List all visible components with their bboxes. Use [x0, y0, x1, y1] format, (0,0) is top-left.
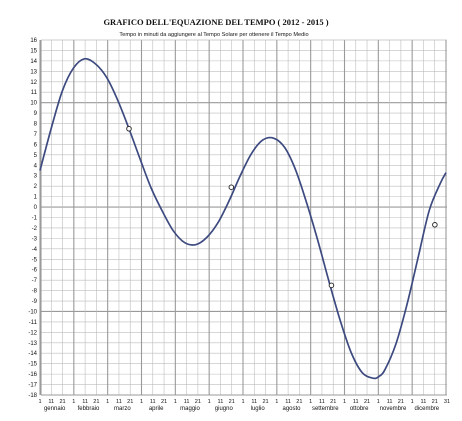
x-day-tick-label: 21 — [93, 399, 99, 405]
x-day-tick-label: 1 — [208, 399, 211, 405]
x-day-tick-label: 1 — [343, 399, 346, 405]
y-tick-label: 10 — [30, 101, 37, 107]
y-tick-label: 15 — [30, 48, 37, 54]
x-day-tick-label: 21 — [330, 399, 336, 405]
x-day-tick-label: 21 — [296, 399, 302, 405]
y-tick-label: -17 — [28, 383, 37, 389]
x-day-tick-label: 1 — [275, 399, 278, 405]
x-day-tick-label: 1 — [72, 399, 75, 405]
x-month-label: luglio — [251, 406, 266, 412]
x-month-label: gennaio — [44, 406, 66, 412]
x-day-tick-label: 11 — [387, 399, 393, 405]
x-day-tick-label: 11 — [48, 399, 54, 405]
y-tick-label: -10 — [28, 309, 37, 315]
x-day-tick-label: 1 — [38, 399, 41, 405]
y-tick-label: 16 — [30, 38, 37, 44]
x-month-label: febbraio — [78, 406, 100, 412]
y-tick-label: 2 — [34, 184, 38, 190]
y-tick-label: -1 — [32, 216, 38, 222]
y-tick-label: -16 — [28, 372, 37, 378]
y-tick-label: -12 — [28, 330, 37, 336]
x-day-tick-label: 1 — [106, 399, 109, 405]
y-tick-label: -2 — [32, 226, 38, 232]
x-month-label: dicembre — [414, 406, 439, 412]
x-day-tick-label: 11 — [116, 399, 122, 405]
y-tick-label: -15 — [28, 362, 37, 368]
y-tick-label: 1 — [34, 195, 38, 201]
y-tick-label: -14 — [28, 351, 37, 357]
x-month-label: novembre — [380, 406, 407, 412]
markers-group — [126, 125, 438, 289]
x-month-label: marzo — [114, 406, 131, 412]
x-month-label: maggio — [180, 406, 200, 412]
x-day-tick-label: 11 — [319, 399, 325, 405]
y-tick-label: -13 — [28, 341, 37, 347]
x-day-tick-label: 1 — [140, 399, 143, 405]
y-tick-label: 7 — [34, 132, 38, 138]
x-day-tick-label: 21 — [262, 399, 268, 405]
x-day-tick-label: 11 — [421, 399, 427, 405]
y-tick-label: -11 — [29, 320, 38, 326]
data-point-marker — [328, 282, 335, 289]
equation-of-time-line — [39, 57, 447, 380]
x-day-tick-label: 21 — [161, 399, 167, 405]
x-month-label: aprile — [149, 406, 164, 412]
y-tick-label: 3 — [34, 174, 38, 180]
x-day-tick-label: 1 — [174, 399, 177, 405]
data-point-marker — [228, 184, 235, 190]
y-tick-label: -18 — [28, 393, 37, 399]
y-tick-label: 8 — [34, 122, 38, 128]
data-point-marker — [126, 125, 132, 132]
y-tick-label: 11 — [31, 90, 38, 96]
y-tick-label: 4 — [34, 163, 38, 169]
x-day-tick-label: 1 — [241, 399, 244, 405]
y-tick-label: 0 — [34, 205, 38, 211]
y-tick-label: 5 — [34, 153, 38, 159]
x-end-tick-label: 31 — [444, 399, 450, 405]
x-day-tick-label: 21 — [229, 399, 235, 405]
x-day-tick-label: 1 — [377, 399, 380, 405]
y-tick-label: -6 — [32, 268, 38, 274]
y-tick-label: 13 — [30, 69, 37, 75]
x-month-label: ottobre — [350, 406, 369, 412]
y-tick-label: -4 — [32, 247, 38, 253]
x-day-tick-label: 21 — [364, 399, 370, 405]
x-day-tick-label: 11 — [353, 399, 359, 405]
y-tick-label: -3 — [32, 236, 38, 242]
data-point-marker — [432, 222, 438, 228]
chart-subtitle: Tempo in minuti da aggiungere al Tempo S… — [119, 32, 308, 38]
y-tick-label: 14 — [30, 59, 37, 65]
x-month-label: agosto — [282, 406, 301, 412]
x-day-tick-label: 1 — [309, 399, 312, 405]
x-month-label: giugno — [215, 406, 234, 412]
y-tick-label: -9 — [32, 299, 38, 305]
x-axis-month-labels: gennaio febbraio marzo aprile maggio giugno lu… — [44, 406, 440, 412]
x-month-label: settembre — [312, 406, 339, 412]
y-axis-ticks: 161514131211109876543210-1-2-3-4-5-6-7-8… — [28, 38, 37, 399]
y-tick-label: 12 — [30, 80, 37, 86]
y-tick-label: -7 — [32, 278, 38, 284]
x-day-tick-label: 1 — [411, 399, 414, 405]
x-day-tick-label: 11 — [184, 399, 190, 405]
x-day-tick-label: 21 — [432, 399, 438, 405]
series-group — [39, 57, 447, 380]
x-day-tick-label: 21 — [59, 399, 65, 405]
x-day-tick-label: 11 — [285, 399, 291, 405]
x-axis-day-ticks: 1 11 21 1 11 21 1 11 21 1 11 21 1 11 21 1 11 21 1 11 21 1 11 21… — [38, 399, 450, 405]
x-day-tick-label: 21 — [398, 399, 404, 405]
x-day-tick-label: 11 — [150, 399, 156, 405]
y-tick-label: 9 — [34, 111, 38, 117]
y-tick-label: -8 — [32, 289, 38, 295]
grid — [39, 39, 447, 396]
y-tick-label: -5 — [32, 257, 38, 263]
x-day-tick-label: 21 — [195, 399, 201, 405]
x-day-tick-label: 11 — [251, 399, 257, 405]
chart-title: GRAFICO DELL'EQUAZIONE DEL TEMPO ( 2012 … — [103, 17, 328, 27]
x-day-tick-label: 11 — [82, 399, 88, 405]
y-tick-label: 6 — [34, 142, 38, 148]
x-day-tick-label: 11 — [218, 399, 224, 405]
x-day-tick-label: 21 — [127, 399, 133, 405]
